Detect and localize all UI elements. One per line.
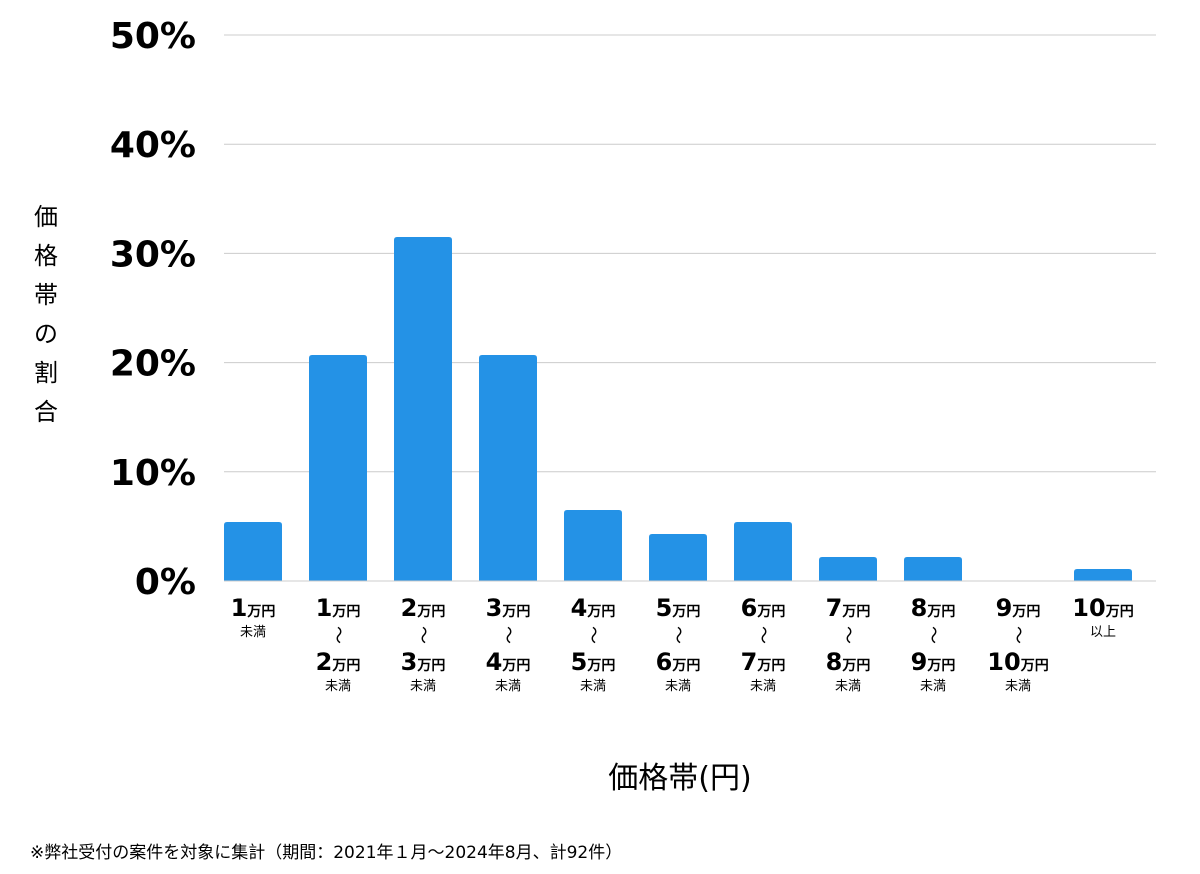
bar — [734, 522, 792, 581]
x-tick-label: 8万円 — [911, 594, 956, 622]
x-tick-label: 4万円 — [571, 594, 616, 622]
y-axis-label-char: 価 — [34, 203, 58, 231]
x-tick-tilde: 〜 — [582, 626, 603, 644]
y-tick-label: 40% — [110, 125, 196, 166]
y-tick-label: 20% — [110, 344, 196, 385]
x-tick-label: 9万円 — [996, 594, 1041, 622]
bar — [224, 522, 282, 581]
y-tick-label: 50% — [110, 16, 196, 57]
bar — [649, 534, 707, 581]
footnote: ※弊社受付の案件を対象に集計（期間：2021年１月〜2024年8月、計92件） — [30, 843, 623, 863]
x-tick-label: 5万円 — [571, 648, 616, 676]
x-tick-note: 未満 — [920, 679, 946, 694]
bar — [904, 556, 962, 581]
x-tick-label: 7万円 — [741, 648, 786, 676]
x-tick-label: 2万円 — [316, 648, 361, 676]
x-tick-note: 未満 — [240, 625, 266, 640]
bar — [479, 354, 537, 581]
y-tick-label: 10% — [110, 453, 196, 494]
x-tick-note: 未満 — [750, 679, 776, 694]
x-tick-label: 9万円 — [911, 648, 956, 676]
x-tick-tilde: 〜 — [497, 626, 518, 644]
x-tick-label: 3万円 — [486, 594, 531, 622]
x-tick-note: 未満 — [410, 679, 436, 694]
x-tick-label: 1万円 — [231, 594, 276, 622]
x-tick-label: 3万円 — [401, 648, 446, 676]
bar — [564, 510, 622, 581]
x-tick-label: 10万円 — [987, 648, 1048, 676]
x-tick-label: 4万円 — [486, 648, 531, 676]
x-tick-tilde: 〜 — [922, 626, 943, 644]
bar — [819, 556, 877, 581]
bar — [309, 354, 367, 581]
x-tick-note: 未満 — [325, 679, 351, 694]
x-tick-label: 1万円 — [316, 594, 361, 622]
x-tick-tilde: 〜 — [752, 626, 773, 644]
bar — [1074, 568, 1132, 581]
x-tick-tilde: 〜 — [412, 626, 433, 644]
x-tick-tilde: 〜 — [667, 626, 688, 644]
x-tick-tilde: 〜 — [1007, 626, 1028, 644]
x-tick-label: 2万円 — [401, 594, 446, 622]
x-tick-note: 未満 — [1005, 679, 1031, 694]
x-tick-label: 6万円 — [741, 594, 786, 622]
y-axis-label-char: 格 — [34, 242, 58, 270]
x-tick-label: 8万円 — [826, 648, 871, 676]
x-tick-tilde: 〜 — [327, 626, 348, 644]
x-tick-note: 未満 — [835, 679, 861, 694]
y-axis-label-char: 合 — [34, 398, 58, 426]
x-tick-note: 未満 — [665, 679, 691, 694]
x-axis-label: 価格帯(円) — [608, 761, 751, 796]
y-axis-label-char: 帯 — [34, 281, 58, 309]
x-tick-note: 以上 — [1090, 625, 1116, 640]
x-tick-note: 未満 — [580, 679, 606, 694]
y-axis-label-char: 割 — [34, 359, 58, 387]
x-tick-label: 6万円 — [656, 648, 701, 676]
x-tick-note: 未満 — [495, 679, 521, 694]
x-tick-tilde: 〜 — [837, 626, 858, 644]
bar — [394, 237, 452, 581]
x-tick-label: 5万円 — [656, 594, 701, 622]
x-tick-label: 7万円 — [826, 594, 871, 622]
y-tick-label: 30% — [110, 234, 196, 275]
y-tick-label: 0% — [135, 562, 196, 603]
y-axis-label-char: の — [34, 320, 58, 348]
x-tick-label: 10万円 — [1072, 594, 1133, 622]
